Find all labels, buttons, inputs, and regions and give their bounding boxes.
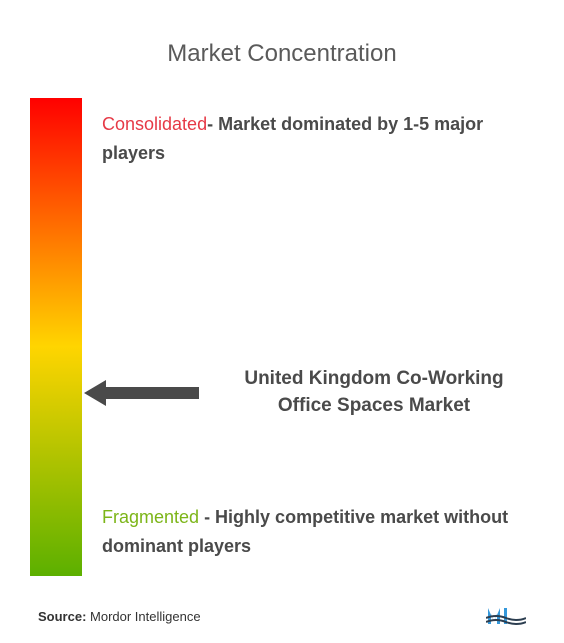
source-text: Source: Mordor Intelligence bbox=[38, 609, 201, 624]
concentration-gradient-bar bbox=[30, 98, 82, 576]
labels-column: Consolidated- Market dominated by 1-5 ma… bbox=[102, 98, 534, 576]
content-area: Consolidated- Market dominated by 1-5 ma… bbox=[30, 98, 534, 576]
consolidated-term: Consolidated bbox=[102, 114, 207, 134]
market-indicator-row: United Kingdom Co-Working Office Spaces … bbox=[84, 366, 519, 419]
consolidated-block: Consolidated- Market dominated by 1-5 ma… bbox=[102, 110, 534, 168]
source-value: Mordor Intelligence bbox=[86, 609, 200, 624]
market-name-label: United Kingdom Co-Working Office Spaces … bbox=[229, 366, 519, 419]
brand-logo-icon bbox=[486, 604, 526, 628]
source-row: Source: Mordor Intelligence bbox=[30, 604, 534, 628]
fragmented-term: Fragmented bbox=[102, 507, 199, 527]
page-title: Market Concentration bbox=[30, 40, 534, 68]
fragmented-block: Fragmented - Highly competitive market w… bbox=[102, 503, 534, 561]
source-label: Source: bbox=[38, 609, 86, 624]
arrow-left-icon bbox=[84, 378, 199, 408]
